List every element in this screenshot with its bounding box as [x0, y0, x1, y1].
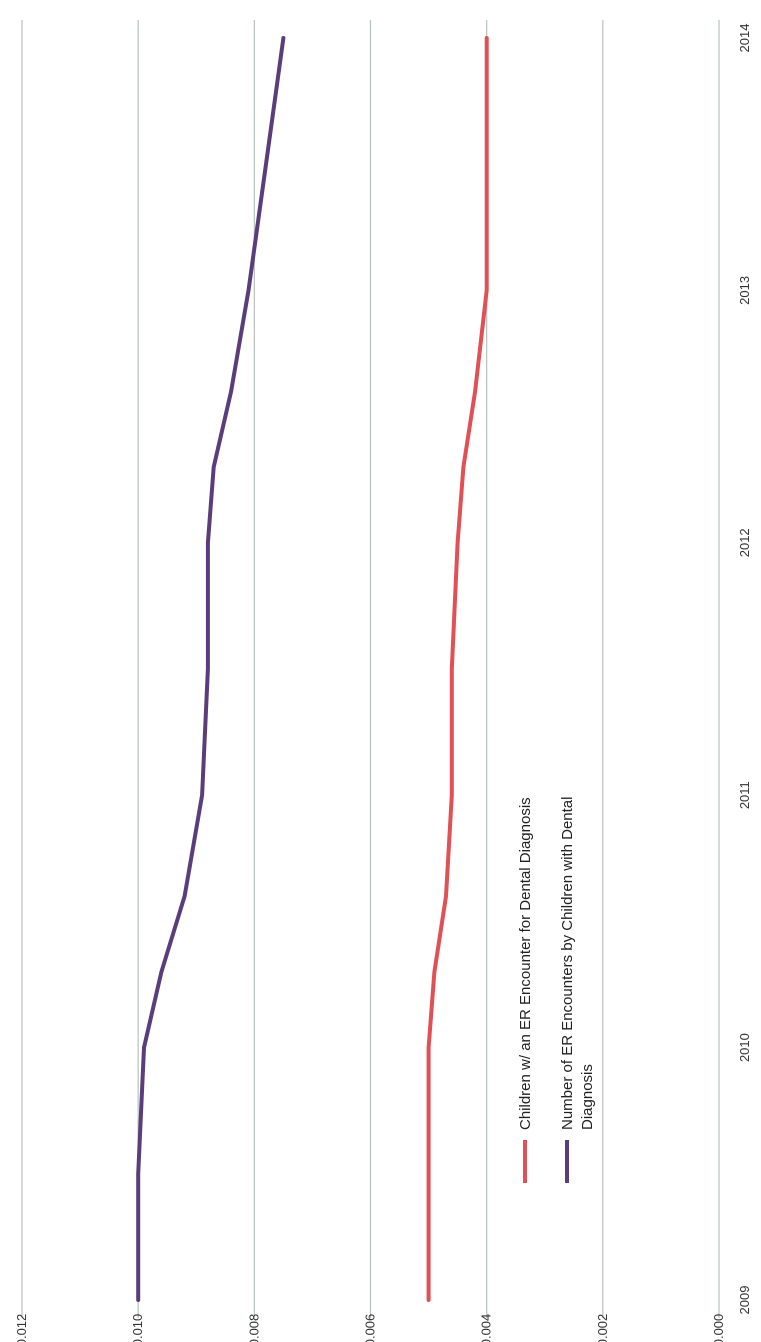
y-tick-label: 0.000 — [711, 1314, 726, 1342]
series-lines — [136, 36, 489, 1302]
x-tick-label: 2012 — [737, 528, 752, 557]
series-line-2 — [136, 36, 286, 1302]
y-tick-label: 0.008 — [246, 1314, 261, 1342]
y-tick-label: 0.010 — [130, 1314, 145, 1342]
y-tick-label: 0.004 — [479, 1314, 494, 1342]
x-tick-label: 2014 — [737, 24, 752, 53]
x-tick-label: 2009 — [737, 1286, 752, 1315]
grid-lines — [21, 20, 720, 1318]
legend-label: Number of ER Encounters by Children with… — [559, 797, 596, 1131]
x-tick-label: 2011 — [737, 781, 752, 809]
y-tick-label: 0.002 — [595, 1314, 610, 1342]
legend: Children w/ an ER Encounter for Dental D… — [517, 797, 596, 1183]
x-tick-label: 2013 — [737, 276, 752, 305]
y-tick-label: 0.006 — [363, 1314, 378, 1342]
x-tick-label: 2010 — [737, 1033, 752, 1062]
x-axis-ticks: 2009 2010 2011 2012 2013 2014 — [737, 24, 752, 1315]
series-line-1 — [426, 36, 489, 1302]
y-axis-ticks: 0.000 0.002 0.004 0.006 0.008 0.010 0.012 — [14, 1314, 726, 1342]
y-tick-label: 0.012 — [14, 1314, 29, 1342]
legend-label: Children w/ an ER Encounter for Dental D… — [517, 797, 534, 1130]
